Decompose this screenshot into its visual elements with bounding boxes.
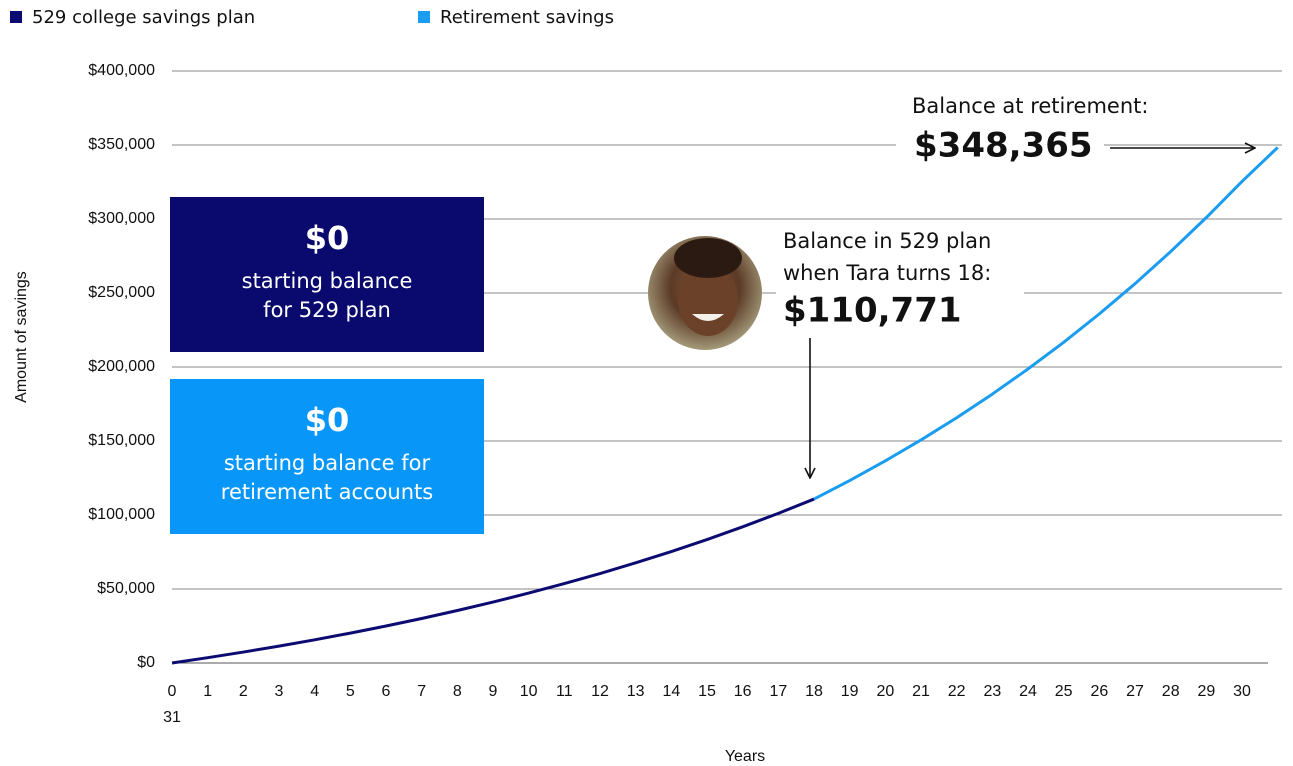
x-tick-label: 16 — [734, 683, 752, 700]
x-tick-label: 25 — [1055, 683, 1073, 700]
y-tick-label: $250,000 — [88, 284, 155, 301]
x-tick-label: 11 — [556, 683, 573, 700]
x-tick-label: 23 — [983, 683, 1001, 700]
box-amount: $0 — [305, 401, 350, 439]
legend: 529 college savings plan Retirement savin… — [10, 7, 614, 28]
box-amount: $0 — [305, 219, 350, 257]
x-tick-label: 9 — [489, 683, 498, 700]
x-tick-label: 31 — [163, 709, 181, 726]
x-tick-label: 28 — [1162, 683, 1180, 700]
y-tick-label: $200,000 — [88, 358, 155, 375]
legend-label: 529 college savings plan — [32, 7, 255, 28]
x-tick-label: 14 — [662, 683, 680, 700]
x-tick-label: 30 — [1233, 683, 1251, 700]
x-tick-label: 2 — [239, 683, 248, 700]
x-tick-label: 4 — [310, 683, 319, 700]
annotation-text: Balance in 529 plan — [783, 229, 991, 253]
x-tick-label: 13 — [627, 683, 645, 700]
x-tick-label: 20 — [876, 683, 894, 700]
y-tick-label: $150,000 — [88, 432, 155, 449]
x-tick-label: 0 — [168, 683, 177, 700]
annotation-text: Balance at retirement: — [912, 94, 1148, 118]
legend-label: Retirement savings — [440, 7, 614, 28]
x-tick-label: 26 — [1090, 683, 1108, 700]
x-tick-label: 17 — [769, 683, 787, 700]
legend-swatch — [418, 11, 430, 23]
box-text: starting balance for — [224, 451, 431, 475]
box-text: for 529 plan — [263, 298, 391, 322]
x-tick-label: 5 — [346, 683, 355, 700]
x-tick-label: 24 — [1019, 683, 1037, 700]
x-tick-label: 6 — [382, 683, 391, 700]
x-tick-label: 1 — [203, 683, 212, 700]
x-tick-label: 18 — [805, 683, 823, 700]
y-tick-label: $350,000 — [88, 136, 155, 153]
box-text: retirement accounts — [221, 480, 433, 504]
grid — [172, 71, 1282, 663]
box-text: starting balance — [242, 269, 413, 293]
annotation-text: when Tara turns 18: — [783, 261, 991, 285]
x-axis-label: Years — [725, 748, 765, 765]
x-tick-label: 21 — [912, 683, 930, 700]
x-tick-label: 3 — [275, 683, 284, 700]
x-tick-label: 27 — [1126, 683, 1144, 700]
annotation-amount: $110,771 — [783, 291, 962, 331]
legend-swatch — [10, 11, 22, 23]
x-tick-label: 22 — [948, 683, 966, 700]
x-tick-label: 15 — [698, 683, 716, 700]
photo-hair — [674, 238, 742, 278]
x-tick-label: 7 — [417, 683, 426, 700]
y-tick-label: $50,000 — [97, 580, 155, 597]
y-tick-label: $100,000 — [88, 506, 155, 523]
x-tick-label: 8 — [453, 683, 462, 700]
x-tick-label: 10 — [520, 683, 538, 700]
y-axis-label: Amount of savings — [13, 271, 30, 403]
annotation-amount: $348,365 — [914, 126, 1093, 166]
y-tick-label: $400,000 — [88, 62, 155, 79]
x-tick-label: 12 — [591, 683, 609, 700]
y-tick-label: $300,000 — [88, 210, 155, 227]
chart: $0 $50,000 $100,000 $150,000 $200,000 $250,00… — [0, 0, 1293, 766]
x-tick-label: 19 — [841, 683, 859, 700]
y-tick-label: $0 — [137, 654, 155, 671]
x-tick-label: 29 — [1197, 683, 1215, 700]
